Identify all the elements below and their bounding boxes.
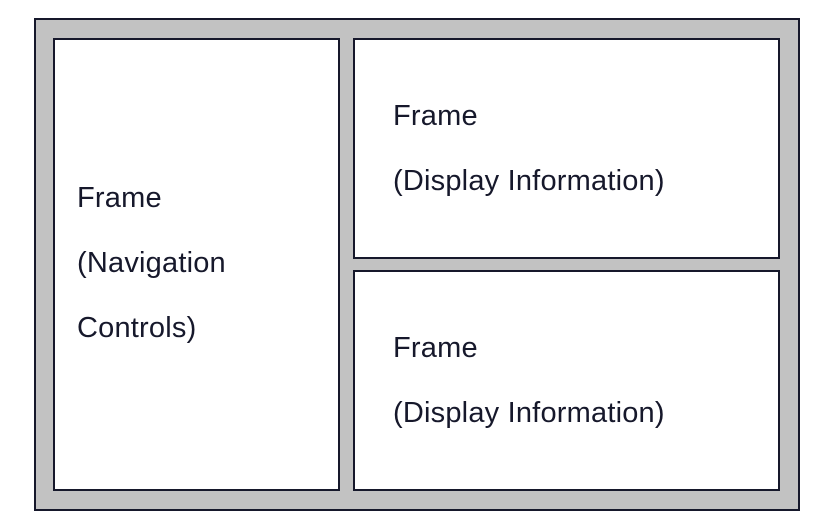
display-frame-top-line-2: (Display Information) — [393, 149, 665, 214]
display-frame-top-line-1: Frame — [393, 84, 665, 149]
display-frame-top: Frame (Display Information) — [353, 38, 780, 259]
display-frame-bottom-text: Frame (Display Information) — [393, 316, 665, 446]
navigation-frame: Frame (Navigation Controls) — [53, 38, 340, 491]
navigation-frame-text: Frame (Navigation Controls) — [77, 166, 226, 361]
display-frame-bottom-line-1: Frame — [393, 316, 665, 381]
display-frame-bottom: Frame (Display Information) — [353, 270, 780, 491]
display-frame-top-text: Frame (Display Information) — [393, 84, 665, 214]
navigation-frame-line-3: Controls) — [77, 296, 226, 361]
navigation-frame-line-2: (Navigation — [77, 231, 226, 296]
display-frame-bottom-line-2: (Display Information) — [393, 381, 665, 446]
navigation-frame-line-1: Frame — [77, 166, 226, 231]
